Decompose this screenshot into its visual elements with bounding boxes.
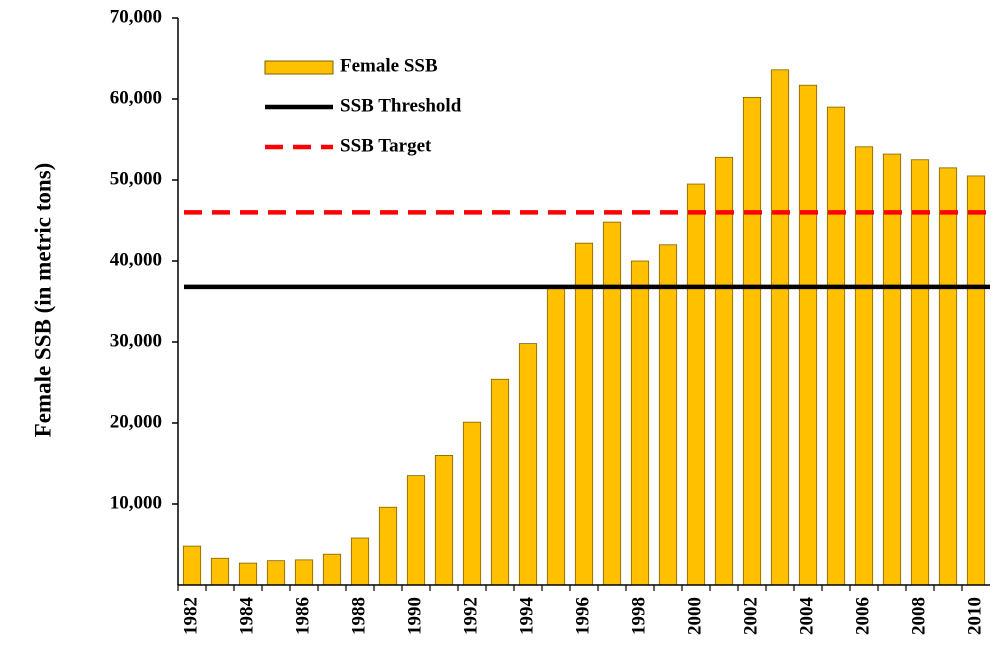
legend-label: SSB Target xyxy=(340,135,432,156)
bar xyxy=(462,421,482,586)
bar xyxy=(434,454,454,586)
y-axis-title: Female SSB (in metric tons) xyxy=(30,163,55,438)
y-tick-label: 60,000 xyxy=(110,87,162,108)
bar xyxy=(938,167,958,586)
x-tick-label: 1994 xyxy=(516,597,537,636)
bar xyxy=(490,378,510,586)
bar xyxy=(658,244,678,586)
bar xyxy=(742,96,762,586)
y-tick-label: 40,000 xyxy=(110,249,162,270)
bar xyxy=(294,559,314,586)
legend-label: SSB Threshold xyxy=(340,95,462,116)
x-tick-label: 1998 xyxy=(628,597,649,635)
bar xyxy=(378,506,398,586)
bar xyxy=(350,537,370,586)
bar xyxy=(966,175,986,586)
x-tick-label: 1982 xyxy=(180,597,201,635)
x-tick-label: 1984 xyxy=(236,597,257,636)
bar xyxy=(602,221,622,586)
y-tick-label: 30,000 xyxy=(110,330,162,351)
x-tick-label: 1988 xyxy=(348,597,369,635)
x-tick-label: 2006 xyxy=(852,597,873,635)
x-tick-label: 1996 xyxy=(572,597,593,635)
bar xyxy=(266,560,286,586)
bar xyxy=(910,159,930,586)
legend-label: Female SSB xyxy=(340,55,438,76)
bar xyxy=(238,562,258,586)
bar xyxy=(322,553,342,586)
x-tick-label: 2010 xyxy=(964,597,985,635)
bar xyxy=(882,153,902,586)
x-tick-label: 2004 xyxy=(796,597,817,636)
legend-swatch xyxy=(264,60,334,75)
x-tick-label: 1992 xyxy=(460,597,481,635)
y-tick-label: 10,000 xyxy=(110,492,162,513)
bar xyxy=(406,475,426,586)
bar xyxy=(686,183,706,586)
bar xyxy=(714,156,734,586)
bar xyxy=(546,285,566,586)
y-tick-label: 70,000 xyxy=(110,6,162,27)
bar xyxy=(798,84,818,586)
x-tick-label: 2008 xyxy=(908,597,929,635)
bar xyxy=(182,545,202,586)
x-tick-label: 1990 xyxy=(404,597,425,635)
bar xyxy=(770,69,790,586)
bar xyxy=(518,343,538,586)
x-tick-label: 2000 xyxy=(684,597,705,635)
y-tick-label: 50,000 xyxy=(110,168,162,189)
bar xyxy=(826,106,846,586)
bar xyxy=(630,260,650,586)
x-tick-label: 1986 xyxy=(292,597,313,635)
x-tick-label: 2002 xyxy=(740,597,761,635)
bar xyxy=(210,557,230,586)
bar xyxy=(574,242,594,586)
y-tick-label: 20,000 xyxy=(110,411,162,432)
